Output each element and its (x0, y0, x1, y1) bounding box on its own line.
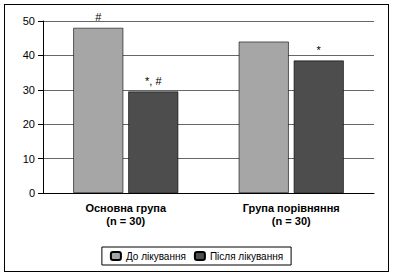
svg-text:До лікування: До лікування (126, 251, 186, 262)
svg-text:20: 20 (23, 118, 35, 130)
svg-text:Основна група: Основна група (85, 202, 167, 214)
svg-text:(n = 30): (n = 30) (272, 215, 311, 227)
svg-text:50: 50 (23, 15, 35, 27)
svg-text:40: 40 (23, 49, 35, 61)
svg-text:(n = 30): (n = 30) (106, 215, 145, 227)
svg-text:*, #: *, # (145, 75, 162, 87)
svg-text:0: 0 (29, 187, 35, 199)
svg-text:Група порівняння: Група порівняння (243, 202, 340, 214)
svg-text:10: 10 (23, 153, 35, 165)
svg-text:*: * (317, 44, 322, 56)
svg-text:Після лікування: Після лікування (210, 251, 283, 262)
svg-text:30: 30 (23, 84, 35, 96)
svg-text:#: # (95, 11, 102, 23)
